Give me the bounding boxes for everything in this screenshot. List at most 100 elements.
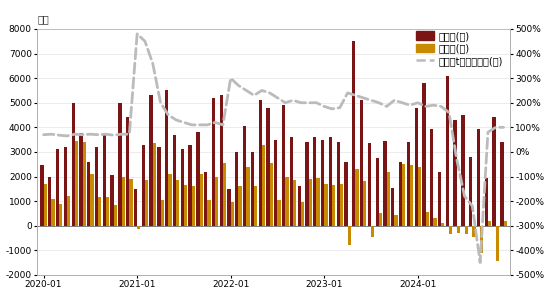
Bar	[285, 176, 289, 226]
Bar	[363, 181, 366, 226]
Bar	[106, 197, 109, 226]
Bar	[235, 152, 239, 226]
Bar	[332, 185, 336, 226]
Bar	[243, 126, 246, 226]
Bar	[95, 147, 98, 226]
Bar	[426, 212, 429, 226]
Bar	[376, 158, 379, 226]
城投巫t净增量占比(右)	[500, 126, 507, 129]
Bar	[446, 76, 449, 226]
Bar	[340, 184, 343, 226]
Bar	[344, 162, 348, 226]
Bar	[422, 83, 426, 226]
Bar	[360, 100, 363, 226]
Bar	[488, 221, 491, 226]
Text: 亿元: 亿元	[37, 14, 49, 24]
Bar	[200, 174, 203, 226]
Bar	[134, 189, 137, 226]
Bar	[161, 200, 164, 226]
Bar	[492, 117, 496, 226]
Bar	[438, 172, 441, 226]
Bar	[394, 215, 398, 226]
Bar	[418, 167, 421, 226]
城投巫t净增量占比(右)	[165, 113, 172, 117]
Bar	[157, 147, 161, 226]
Bar	[145, 180, 148, 226]
Bar	[348, 226, 351, 245]
Bar	[277, 200, 280, 226]
Bar	[254, 186, 257, 226]
Bar	[430, 129, 433, 226]
Bar	[371, 226, 375, 237]
Bar	[480, 226, 483, 253]
城投巫t净增量占比(右)	[134, 32, 140, 36]
Bar	[298, 186, 301, 226]
Bar	[456, 226, 460, 233]
Bar	[150, 95, 153, 226]
Bar	[258, 100, 262, 226]
Bar	[142, 145, 145, 226]
Bar	[184, 185, 187, 226]
Bar	[433, 218, 437, 226]
Bar	[504, 221, 507, 226]
Bar	[59, 204, 63, 226]
Bar	[227, 189, 230, 226]
Bar	[82, 142, 86, 226]
Bar	[204, 172, 207, 226]
Bar	[114, 205, 117, 226]
Bar	[324, 184, 327, 226]
Bar	[355, 169, 359, 226]
Bar	[461, 115, 465, 226]
Bar	[176, 180, 179, 226]
Bar	[472, 226, 476, 237]
Bar	[465, 226, 468, 234]
Bar	[266, 108, 270, 226]
Bar	[305, 142, 309, 226]
城投巫t净增量占比(右)	[477, 261, 483, 264]
Bar	[219, 95, 223, 226]
Bar	[196, 132, 200, 226]
Bar	[48, 176, 51, 226]
Bar	[90, 174, 94, 226]
Bar	[43, 184, 47, 226]
Bar	[215, 176, 218, 226]
Bar	[274, 140, 277, 226]
Bar	[230, 202, 234, 226]
Bar	[126, 117, 129, 226]
Bar	[79, 133, 82, 226]
Bar	[129, 179, 133, 226]
Bar	[75, 141, 78, 226]
Bar	[40, 165, 43, 226]
Bar	[391, 188, 394, 226]
Bar	[56, 150, 59, 226]
Bar	[212, 98, 215, 226]
Bar	[87, 162, 90, 226]
Bar	[262, 145, 265, 226]
Bar	[189, 145, 192, 226]
Bar	[165, 91, 168, 226]
Bar	[477, 129, 480, 226]
Bar	[379, 213, 382, 226]
Bar	[153, 143, 156, 226]
Bar	[192, 186, 195, 226]
Bar	[103, 135, 106, 226]
Bar	[301, 202, 304, 226]
Bar	[239, 186, 242, 226]
Bar	[399, 162, 402, 226]
Legend: 发行量(左), 净增量(左), 城投巫t净增量占比(右): 发行量(左), 净增量(左), 城投巫t净增量占比(右)	[414, 29, 505, 68]
Bar	[293, 180, 296, 226]
Bar	[406, 142, 410, 226]
Bar	[251, 152, 254, 226]
Bar	[368, 143, 371, 226]
Bar	[67, 196, 70, 226]
Bar	[207, 200, 211, 226]
Bar	[137, 226, 140, 230]
Bar	[282, 105, 285, 226]
城投巫t净增量占比(右)	[180, 121, 187, 124]
Bar	[454, 120, 456, 226]
Bar	[270, 163, 273, 226]
Bar	[449, 226, 452, 234]
城投巫t净增量占比(右)	[118, 132, 125, 136]
Bar	[485, 178, 488, 226]
Bar	[111, 175, 114, 226]
